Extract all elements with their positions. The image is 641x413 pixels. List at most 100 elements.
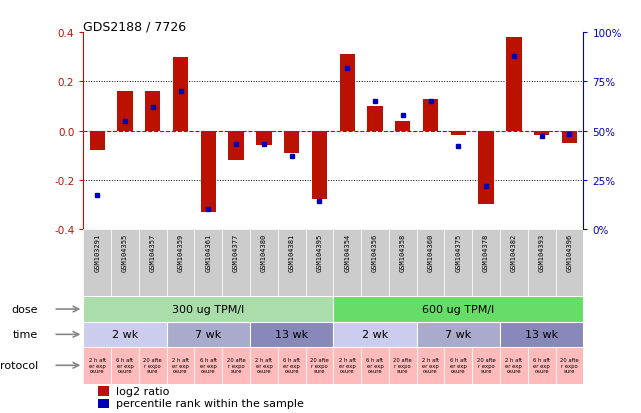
Bar [145, 92, 160, 131]
Text: protocol: protocol [0, 361, 38, 370]
Text: percentile rank within the sample: percentile rank within the sample [116, 398, 304, 408]
Bar [194, 347, 222, 384]
Text: 13 wk: 13 wk [275, 330, 308, 339]
Text: 6 h aft
er exp
osure: 6 h aft er exp osure [283, 358, 300, 373]
Text: 20 afte
r expo
sure: 20 afte r expo sure [227, 358, 246, 373]
Text: 20 afte
r expo
sure: 20 afte r expo sure [477, 358, 495, 373]
Bar [500, 322, 583, 347]
Bar [444, 347, 472, 384]
Text: 6 h aft
er exp
osure: 6 h aft er exp osure [450, 358, 467, 373]
Bar [167, 322, 250, 347]
Bar [139, 229, 167, 297]
Bar [333, 322, 417, 347]
Text: 300 ug TPM/l: 300 ug TPM/l [172, 304, 244, 314]
Bar [361, 347, 389, 384]
Text: time: time [13, 330, 38, 339]
Bar [367, 107, 383, 131]
Text: 6 h aft
er exp
osure: 6 h aft er exp osure [200, 358, 217, 373]
Text: GSM104378: GSM104378 [483, 233, 489, 271]
Bar [306, 229, 333, 297]
Bar [98, 399, 110, 408]
Bar [250, 229, 278, 297]
Bar [506, 38, 522, 131]
Text: GSM103291: GSM103291 [94, 233, 100, 271]
Bar [222, 347, 250, 384]
Text: GSM104393: GSM104393 [538, 233, 545, 271]
Text: GSM104358: GSM104358 [400, 233, 406, 271]
Bar [284, 131, 299, 153]
Bar [389, 347, 417, 384]
Text: 2 h aft
er exp
osure: 2 h aft er exp osure [88, 358, 106, 373]
Bar [562, 131, 577, 143]
Text: 2 h aft
er exp
osure: 2 h aft er exp osure [505, 358, 522, 373]
Bar [556, 347, 583, 384]
Bar [534, 131, 549, 136]
Text: GSM104381: GSM104381 [288, 233, 295, 271]
Bar [333, 229, 361, 297]
Bar [83, 322, 167, 347]
Bar [528, 229, 556, 297]
Text: 6 h aft
er exp
osure: 6 h aft er exp osure [533, 358, 550, 373]
Text: GSM104382: GSM104382 [511, 233, 517, 271]
Bar [417, 322, 500, 347]
Bar [194, 229, 222, 297]
Bar [444, 229, 472, 297]
Bar [395, 121, 410, 131]
Bar [117, 92, 133, 131]
Text: GSM104396: GSM104396 [567, 233, 572, 271]
Bar [90, 131, 105, 151]
Bar [500, 229, 528, 297]
Bar [312, 131, 327, 200]
Text: GSM104375: GSM104375 [455, 233, 462, 271]
Bar [306, 347, 333, 384]
Text: GSM104359: GSM104359 [178, 233, 183, 271]
Bar [228, 131, 244, 161]
Bar [222, 229, 250, 297]
Bar [478, 131, 494, 205]
Text: 2 h aft
er exp
osure: 2 h aft er exp osure [338, 358, 356, 373]
Text: 20 afte
r expo
sure: 20 afte r expo sure [310, 358, 329, 373]
Text: GDS2188 / 7726: GDS2188 / 7726 [83, 20, 187, 33]
Bar [250, 322, 333, 347]
Bar [500, 347, 528, 384]
Bar [528, 347, 556, 384]
Bar [139, 347, 167, 384]
Bar [83, 297, 333, 322]
Bar [83, 229, 111, 297]
Text: GSM104395: GSM104395 [317, 233, 322, 271]
Text: GSM104357: GSM104357 [150, 233, 156, 271]
Text: 6 h aft
er exp
osure: 6 h aft er exp osure [367, 358, 383, 373]
Text: GSM104356: GSM104356 [372, 233, 378, 271]
Bar [201, 131, 216, 212]
Bar [423, 99, 438, 131]
Bar [333, 297, 583, 322]
Text: 7 wk: 7 wk [196, 330, 221, 339]
Text: 2 h aft
er exp
osure: 2 h aft er exp osure [172, 358, 189, 373]
Bar [278, 347, 306, 384]
Bar [361, 229, 389, 297]
Bar [417, 229, 444, 297]
Bar [340, 55, 355, 131]
Bar [417, 347, 444, 384]
Text: 2 wk: 2 wk [362, 330, 388, 339]
Bar [250, 347, 278, 384]
Text: 6 h aft
er exp
osure: 6 h aft er exp osure [117, 358, 133, 373]
Text: GSM104355: GSM104355 [122, 233, 128, 271]
Bar [451, 131, 466, 136]
Text: 20 afte
r expo
sure: 20 afte r expo sure [144, 358, 162, 373]
Bar [389, 229, 417, 297]
Text: 7 wk: 7 wk [445, 330, 471, 339]
Text: dose: dose [12, 304, 38, 314]
Bar [472, 229, 500, 297]
Text: 2 wk: 2 wk [112, 330, 138, 339]
Text: GSM104360: GSM104360 [428, 233, 433, 271]
Bar [167, 347, 194, 384]
Text: 13 wk: 13 wk [525, 330, 558, 339]
Bar [98, 386, 110, 396]
Bar [167, 229, 194, 297]
Text: 2 h aft
er exp
osure: 2 h aft er exp osure [422, 358, 439, 373]
Bar [472, 347, 500, 384]
Bar [333, 347, 361, 384]
Bar [111, 347, 139, 384]
Text: GSM104377: GSM104377 [233, 233, 239, 271]
